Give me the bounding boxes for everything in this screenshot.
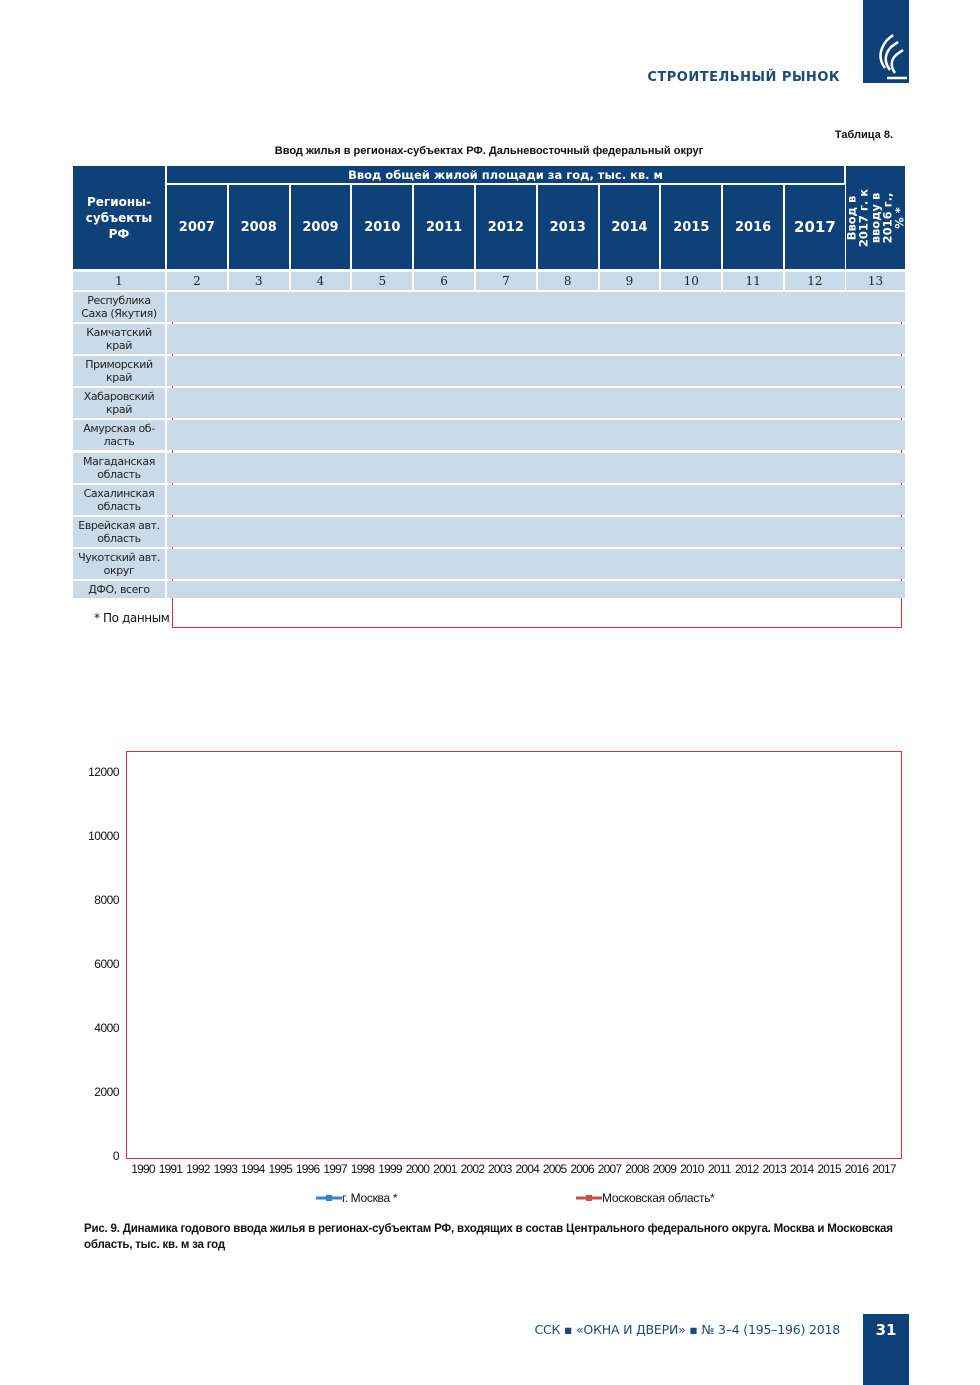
table-row-cells (167, 388, 905, 419)
table-row-cells (167, 580, 905, 598)
table-footnote: * По данным Р (94, 611, 180, 625)
header-year-2010: 2010 (352, 185, 413, 269)
figure-caption: Рис. 9. Динамика годового ввода жилья в … (84, 1223, 893, 1251)
column-number: 11 (723, 272, 783, 290)
row-label: Еврейская авт. область (73, 516, 165, 547)
column-number: 5 (352, 272, 413, 290)
table-row-cells (167, 516, 905, 547)
x-tick-label: 2015 (817, 1162, 841, 1176)
y-tick-label: 8000 (94, 893, 119, 907)
y-tick-label: 4000 (94, 1021, 119, 1035)
chart-plot-area (126, 751, 902, 1159)
x-tick-label: 1999 (378, 1162, 402, 1176)
x-tick-label: 2008 (625, 1162, 649, 1176)
header-year-2017: 2017 (785, 185, 845, 269)
footer-journal-info: ССК ▪ «ОКНА И ДВЕРИ» ▪ № 3–4 (195–196) 2… (534, 1322, 840, 1337)
section-title: СТРОИТЕЛЬНЫЙ РЫНОК (647, 70, 840, 85)
table-row-cells (167, 484, 905, 515)
table-row-cells (167, 356, 905, 387)
column-number: 9 (599, 272, 660, 290)
y-tick-label: 10000 (88, 829, 119, 843)
header-ratio-column: Ввод в 2017 г. к вводу в 2016 г., % * (844, 166, 907, 269)
x-tick-label: 2014 (789, 1162, 814, 1176)
x-tick-label: 1993 (213, 1162, 238, 1176)
column-number: 7 (476, 272, 536, 290)
y-tick-label: 2000 (94, 1085, 119, 1099)
legend-label: г. Москва * (342, 1191, 398, 1205)
header-year-2011: 2011 (414, 185, 474, 269)
legend-item-moscow-oblast: Московская область* (576, 1191, 715, 1205)
x-tick-label: 2000 (405, 1162, 430, 1176)
row-label: Республика Саха (Якутия) (73, 292, 165, 322)
table-row-cells (167, 420, 905, 451)
column-number: 6 (414, 272, 474, 290)
row-label: Чукотский авт. округ (73, 548, 165, 579)
row-label: Амурская об-ласть (73, 420, 165, 451)
y-tick-label: 12000 (88, 765, 119, 779)
header-year-2009: 2009 (290, 185, 351, 269)
magazine-logo (863, 0, 909, 83)
header-year-2008: 2008 (228, 185, 289, 269)
y-tick-label: 6000 (94, 957, 119, 971)
x-tick-label: 1997 (323, 1162, 347, 1176)
column-number: 1 (73, 272, 165, 290)
header-year-2012: 2012 (476, 185, 536, 269)
x-tick-label: 2001 (433, 1162, 457, 1176)
row-label: Камчатский край (73, 324, 165, 355)
x-tick-label: 2013 (762, 1162, 786, 1176)
x-tick-label: 2002 (460, 1162, 485, 1176)
column-number: 2 (167, 272, 227, 290)
header-ratio-label: Ввод в 2017 г. к вводу в 2016 г., % * (844, 188, 907, 247)
table-row-cells (167, 324, 905, 355)
legend-line-icon-red (576, 1195, 602, 1201)
x-tick-label: 2016 (844, 1162, 869, 1176)
table-number: Таблица 8. (834, 129, 893, 141)
row-label: Сахалинская область (73, 484, 165, 515)
x-tick-label: 1991 (158, 1162, 183, 1176)
x-tick-label: 2005 (542, 1162, 567, 1176)
column-number: 12 (785, 272, 845, 290)
header-group-title: Ввод общей жилой площади за год, тыс. кв… (167, 166, 844, 183)
table-row-cells (167, 548, 905, 579)
column-number: 13 (846, 272, 905, 290)
x-tick-label: 1992 (186, 1162, 210, 1176)
header-year-2016: 2016 (723, 185, 783, 269)
table-title: Ввод жилья в регионах-субъектах РФ. Даль… (274, 145, 704, 157)
x-tick-label: 2010 (680, 1162, 704, 1176)
row-label: Хабаровский край (73, 388, 165, 419)
legend-item-moscow: г. Москва * (316, 1191, 398, 1205)
x-tick-label: 2003 (488, 1162, 512, 1176)
x-tick-label: 2012 (735, 1162, 759, 1176)
x-tick-label: 2007 (597, 1162, 622, 1176)
x-tick-label: 1995 (268, 1162, 292, 1176)
header-year-2015: 2015 (661, 185, 722, 269)
legend-label: Московская область* (602, 1191, 715, 1205)
x-tick-label: 1998 (350, 1162, 375, 1176)
column-number: 10 (661, 272, 722, 290)
x-tick-label: 1990 (131, 1162, 155, 1176)
x-tick-label: 1994 (241, 1162, 265, 1176)
row-label: ДФО, всего (73, 580, 165, 598)
table-row-cells (167, 452, 905, 483)
column-number: 8 (537, 272, 598, 290)
row-label: Приморский край (73, 356, 165, 387)
x-tick-label: 2006 (570, 1162, 594, 1176)
legend-line-icon-blue (316, 1195, 342, 1201)
page-number: 31 (863, 1314, 909, 1385)
x-tick-label: 2009 (652, 1162, 677, 1176)
column-number: 3 (228, 272, 289, 290)
header-region-column: Регионы-субъекты РФ (73, 166, 165, 269)
x-tick-label: 2004 (515, 1162, 539, 1176)
x-tick-label: 2011 (708, 1162, 731, 1176)
header-year-2007: 2007 (167, 185, 227, 269)
x-tick-label: 1996 (295, 1162, 320, 1176)
x-tick-label: 2017 (872, 1162, 896, 1176)
row-label: Магаданская область (73, 452, 165, 483)
header-year-2013: 2013 (537, 185, 598, 269)
header-year-2014: 2014 (599, 185, 660, 269)
table-row-cells (167, 292, 905, 322)
y-tick-label: 0 (112, 1149, 120, 1163)
column-number: 4 (290, 272, 351, 290)
magazine-logo-icon (879, 34, 907, 80)
